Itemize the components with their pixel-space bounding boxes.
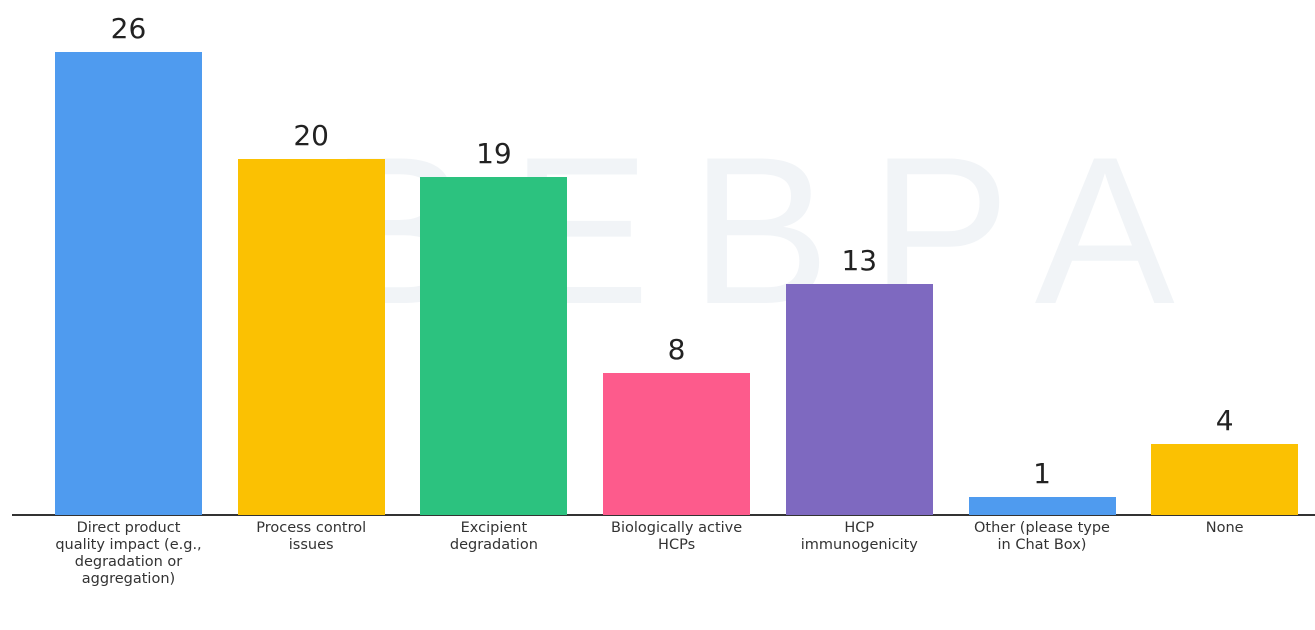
value-label: 8 — [667, 332, 686, 366]
x-tick-label: Excipient degradation — [449, 520, 538, 553]
bar — [603, 372, 751, 515]
x-tick-label: Process control issues — [256, 520, 367, 553]
bar — [1151, 443, 1299, 515]
value-label: 19 — [476, 136, 512, 170]
bar — [420, 176, 568, 515]
x-tick-label: Biologically active HCPs — [611, 520, 743, 553]
bar — [968, 497, 1116, 515]
x-tick-label: None — [1205, 520, 1244, 536]
x-tick-label: HCP immunogenicity — [800, 520, 918, 553]
x-tick-label: Other (please type in Chat Box) — [974, 520, 1110, 553]
value-label: 4 — [1215, 403, 1234, 437]
bar — [785, 283, 933, 515]
value-label: 1 — [1033, 457, 1051, 491]
value-label: 20 — [293, 118, 329, 152]
bar — [237, 158, 385, 515]
x-tick-label: Direct product quality impact (e.g., deg… — [55, 520, 202, 587]
baseline — [12, 514, 1315, 516]
bar — [55, 52, 202, 515]
value-label: 13 — [841, 243, 878, 277]
value-label: 26 — [110, 12, 147, 45]
